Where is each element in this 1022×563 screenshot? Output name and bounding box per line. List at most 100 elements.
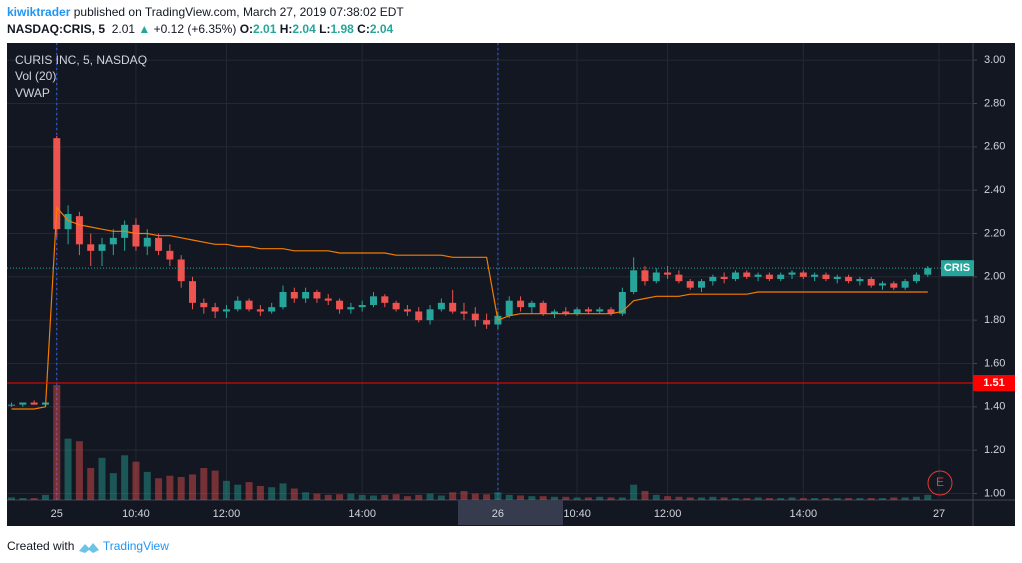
volume-bar <box>415 494 423 500</box>
y-tick-label: 1.00 <box>984 487 1005 499</box>
volume-bar <box>336 494 344 500</box>
volume-bar <box>449 492 457 500</box>
candle-body <box>833 276 841 279</box>
volume-bar <box>652 494 660 500</box>
volume-bar <box>268 487 276 500</box>
candle-body <box>415 311 423 321</box>
candle-body <box>449 302 457 312</box>
candle-body <box>517 300 525 308</box>
candle-body <box>686 281 694 288</box>
candle-body <box>777 274 785 279</box>
volume-bar <box>562 496 570 500</box>
volume-bar <box>901 497 909 500</box>
volume-bar <box>539 496 547 500</box>
candle-body <box>890 283 898 288</box>
y-tick-label: 3.00 <box>984 54 1005 66</box>
candle-body <box>799 272 807 277</box>
y-tick-label: 1.40 <box>984 401 1005 413</box>
candle-body <box>426 309 434 321</box>
volume-bar <box>302 492 310 500</box>
volume-bar <box>87 468 95 500</box>
volume-bar <box>483 494 491 500</box>
candle-body <box>912 274 920 282</box>
last: 2.01 <box>111 22 136 36</box>
x-tick-label: 25 <box>51 508 63 520</box>
h-label: H: <box>279 22 293 36</box>
quote-line: NASDAQ:CRIS, 5 2.01 ▲ +0.12 (+6.35%) O:2… <box>7 22 393 36</box>
brand[interactable]: TradingView <box>102 539 169 553</box>
chart-bg <box>7 43 1015 526</box>
candle-body <box>754 274 762 277</box>
candle-body <box>64 214 72 230</box>
volume-bar <box>731 498 739 500</box>
candle-body <box>528 302 536 308</box>
candle-body <box>53 138 61 230</box>
volume-bar <box>573 497 581 500</box>
open: 2.01 <box>253 22 277 36</box>
volume-bar <box>245 482 253 500</box>
volume-bar <box>211 470 219 500</box>
volume-bar <box>743 498 751 500</box>
volume-bar <box>98 457 106 500</box>
logo <box>78 542 99 553</box>
x-tick-label: 27 <box>933 508 945 520</box>
candle-body <box>822 274 830 279</box>
y-tick-label: 1.20 <box>984 444 1005 456</box>
volume-bar <box>256 485 264 500</box>
footer: Created with TradingView <box>7 539 169 554</box>
volume-bar <box>709 496 717 500</box>
volume-bar <box>664 496 672 500</box>
volume-bar <box>607 497 615 500</box>
volume-bar <box>155 478 163 500</box>
user[interactable]: kiwiktrader <box>7 5 71 19</box>
low: 1.98 <box>330 22 354 36</box>
volume-bar <box>777 498 785 500</box>
candle-body <box>596 309 604 312</box>
volume-bar <box>64 438 72 500</box>
volume-bar <box>166 475 174 500</box>
legend-vwap: VWAP <box>15 86 50 100</box>
x-tick-label: 26 <box>492 508 504 520</box>
published: published on TradingView.com, March 27, … <box>73 5 404 19</box>
volume-bar <box>41 494 49 500</box>
vwap-line <box>11 205 928 410</box>
candle-body <box>437 302 445 310</box>
candle-body <box>19 402 27 405</box>
close: 2.04 <box>369 22 394 36</box>
candle-body <box>313 292 321 299</box>
candle-body <box>166 250 174 260</box>
arrow: ▲ <box>138 22 151 36</box>
candle-body <box>584 309 592 312</box>
candle-body <box>358 305 366 308</box>
change: +0.12 (+6.35%) <box>153 22 237 36</box>
volume-bar <box>358 494 366 500</box>
candle-body <box>641 270 649 282</box>
volume-bar <box>189 474 197 500</box>
volume-bar <box>324 494 332 500</box>
x-tick-label: 12:00 <box>654 508 682 520</box>
candle-body <box>867 279 875 286</box>
volume-bar <box>833 498 841 500</box>
crosshair-time-highlight <box>458 500 563 525</box>
y-tick-label: 2.40 <box>984 184 1005 196</box>
volume-bar <box>494 492 502 500</box>
candle-body <box>87 244 95 251</box>
candle-body <box>924 268 932 275</box>
volume-bar <box>822 498 830 500</box>
volume-bar <box>686 497 694 500</box>
candle-body <box>879 283 887 286</box>
candle-body <box>698 281 706 288</box>
volume-bar <box>698 497 706 500</box>
x-tick-label: 10:40 <box>122 508 150 520</box>
volume-bar <box>517 495 525 500</box>
candle-body <box>652 272 660 282</box>
volume-bar <box>630 484 638 500</box>
candle-body <box>211 307 219 312</box>
volume-bar <box>765 498 773 500</box>
volume-bar <box>799 498 807 500</box>
volume-bar <box>403 496 411 500</box>
volume-bar <box>584 497 592 500</box>
price-label: CRIS <box>944 262 970 274</box>
candle-body <box>664 272 672 275</box>
